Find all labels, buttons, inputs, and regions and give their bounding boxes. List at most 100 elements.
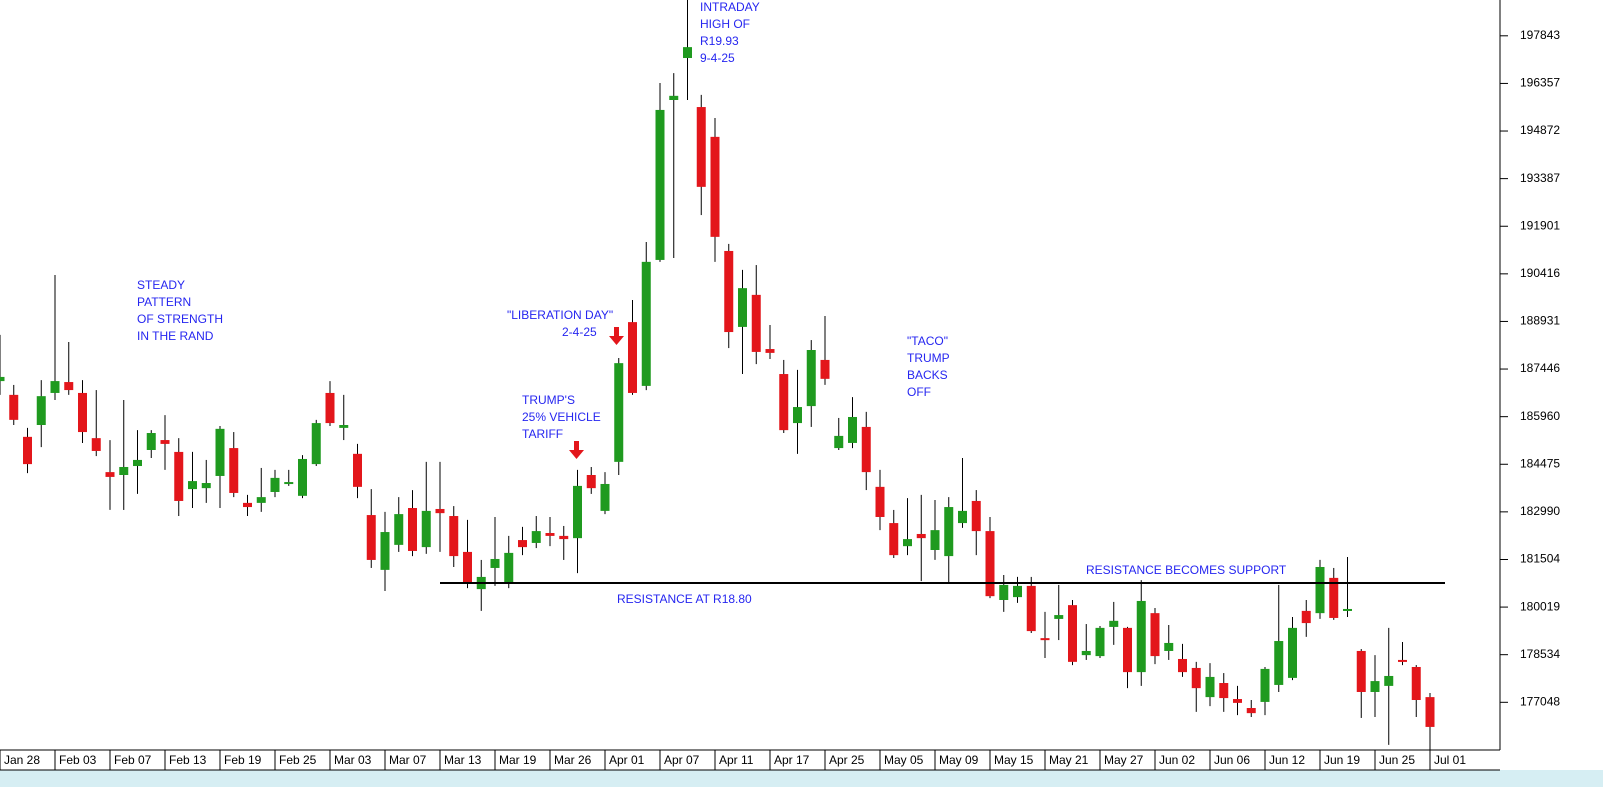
candle-body [958, 510, 967, 524]
annotation: OF STRENGTH [137, 312, 223, 326]
candle-body [201, 483, 211, 489]
candle-body [765, 349, 775, 353]
x-tick-label: Apr 07 [664, 753, 700, 767]
y-tick-label: 180019 [1520, 599, 1560, 613]
candle-body [1013, 585, 1022, 598]
candle-body [1068, 605, 1077, 662]
candle-body [1233, 699, 1242, 703]
candle-body [1123, 627, 1132, 673]
candle-body [586, 475, 596, 489]
x-tick-label: May 21 [1049, 753, 1089, 767]
annotation: RESISTANCE BECOMES SUPPORT [1086, 563, 1287, 577]
x-tick-label: Apr 01 [609, 753, 645, 767]
y-tick-label: 191901 [1520, 218, 1560, 232]
candle-body [380, 532, 390, 570]
candle-body [1356, 650, 1366, 692]
candle-body [174, 451, 184, 501]
candle-body [806, 350, 816, 407]
x-tick-label: Feb 07 [114, 753, 152, 767]
candle-body [1260, 668, 1270, 702]
x-tick-label: Mar 26 [554, 753, 592, 767]
y-tick-label: 194872 [1520, 123, 1560, 137]
candle-body [559, 535, 569, 540]
candle-body [944, 507, 954, 557]
candle-body [669, 95, 679, 100]
candle-body [628, 322, 637, 393]
y-tick-label: 184475 [1520, 456, 1560, 470]
candle-body [215, 428, 225, 476]
candle-body [971, 500, 981, 532]
x-tick-label: Mar 13 [444, 753, 482, 767]
candle-body [1205, 676, 1215, 698]
candle-body [133, 459, 142, 467]
candle-body [188, 481, 197, 490]
x-tick-label: Mar 07 [389, 753, 427, 767]
annotation: STEADY [137, 278, 185, 292]
candle-body [889, 523, 899, 556]
x-tick-label: Jun 06 [1214, 753, 1250, 767]
x-tick-label: Jun 19 [1324, 753, 1360, 767]
candle-body [1411, 666, 1421, 700]
x-tick-label: May 09 [939, 753, 979, 767]
candle-body [256, 497, 266, 503]
candle-body [504, 552, 514, 583]
annotation: INTRADAY [700, 0, 760, 14]
candle-body [23, 436, 32, 465]
x-tick-label: Jun 12 [1269, 753, 1305, 767]
x-tick-label: May 05 [884, 753, 924, 767]
candle-body [1425, 697, 1435, 727]
candle-body [435, 508, 445, 514]
candle-body [50, 381, 60, 393]
annotation: "TACO" [907, 334, 948, 348]
candle-body [614, 363, 624, 462]
candle-body [1274, 641, 1284, 685]
y-tick-label: 193387 [1520, 171, 1560, 185]
annotation: BACKS [907, 368, 948, 382]
candle-body [1040, 638, 1050, 641]
x-tick-label: May 27 [1104, 753, 1144, 767]
y-tick-label: 197843 [1520, 28, 1560, 42]
candle-body [875, 486, 885, 517]
candle-body [160, 440, 170, 444]
candle-body [738, 288, 747, 327]
y-tick-label: 181504 [1520, 552, 1560, 566]
candle-body [655, 109, 665, 260]
candle-body [229, 448, 239, 493]
candle-body [78, 392, 87, 433]
candle-body [751, 294, 761, 352]
annotation: IN THE RAND [137, 329, 214, 343]
x-tick-label: Mar 19 [499, 753, 537, 767]
candle-body [1288, 627, 1297, 678]
x-tick-label: Jan 28 [4, 753, 40, 767]
candle-body [916, 533, 926, 539]
x-tick-label: Jun 02 [1159, 753, 1195, 767]
candle-body [243, 502, 252, 508]
candle-body [683, 47, 692, 59]
candle-body [724, 250, 734, 333]
candle-body [146, 433, 156, 450]
candle-body [408, 508, 417, 551]
candle-body [9, 394, 19, 420]
candle-body [394, 514, 404, 545]
y-tick-label: 185960 [1520, 409, 1560, 423]
candle-body [1136, 600, 1146, 673]
candle-body [270, 477, 280, 492]
candle-body [421, 510, 431, 548]
candle-body [1246, 708, 1256, 714]
x-tick-label: Apr 17 [774, 753, 810, 767]
annotation: 9-4-25 [700, 51, 735, 65]
candle-body [573, 485, 582, 539]
candle-body [985, 531, 995, 597]
candle-body [545, 533, 555, 536]
candle-body [119, 466, 129, 475]
candle-body [1315, 566, 1325, 614]
x-tick-label: Mar 03 [334, 753, 372, 767]
y-tick-label: 177048 [1520, 694, 1560, 708]
candle-body [366, 515, 376, 560]
y-tick-label: 188931 [1520, 314, 1560, 328]
candle-body [1054, 615, 1064, 619]
annotation: R19.93 [700, 34, 739, 48]
x-tick-label: Jun 25 [1379, 753, 1415, 767]
candle-body [1219, 683, 1229, 699]
candle-body [1109, 620, 1119, 627]
